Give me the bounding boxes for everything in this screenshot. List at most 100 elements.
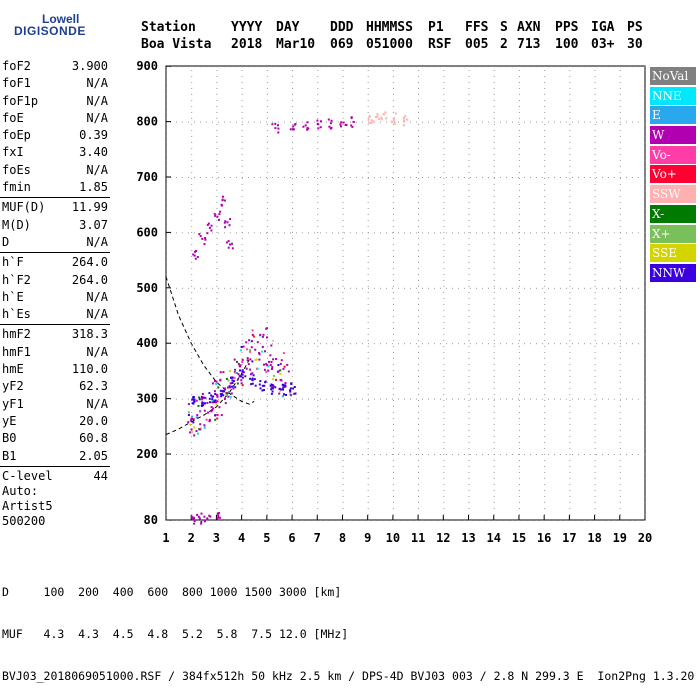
grid-dot bbox=[544, 310, 546, 311]
grid-dot bbox=[292, 376, 294, 377]
grid-dot bbox=[241, 196, 243, 197]
grid-dot bbox=[182, 398, 183, 400]
grid-dot bbox=[518, 82, 520, 83]
grid-dot bbox=[248, 121, 249, 123]
grid-dot bbox=[342, 316, 344, 317]
param-value: 62.3 bbox=[79, 379, 108, 394]
grid-dot bbox=[544, 202, 546, 203]
grid-dot bbox=[569, 364, 571, 365]
grid-dot bbox=[536, 177, 537, 178]
echo-point bbox=[292, 387, 295, 390]
grid-dot bbox=[493, 238, 495, 239]
grid-dot bbox=[367, 364, 369, 365]
grid-dot bbox=[191, 118, 193, 119]
grid-dot bbox=[404, 454, 405, 455]
grid-dot bbox=[428, 287, 429, 289]
echo-point bbox=[193, 516, 196, 519]
grid-dot bbox=[290, 343, 291, 345]
grid-dot bbox=[443, 124, 445, 125]
grid-dot bbox=[418, 70, 420, 71]
grid-dot bbox=[443, 406, 445, 407]
echo-point bbox=[240, 349, 242, 352]
grid-dot bbox=[544, 346, 546, 347]
grid-dot bbox=[182, 287, 183, 289]
echo-point bbox=[222, 394, 225, 397]
grid-dot bbox=[254, 287, 255, 289]
grid-dot bbox=[266, 256, 268, 257]
grid-dot bbox=[594, 250, 596, 251]
grid-dot bbox=[614, 520, 615, 521]
grid-dot bbox=[272, 66, 273, 68]
grid-dot bbox=[418, 358, 420, 359]
grid-dot bbox=[296, 287, 297, 289]
grid-dot bbox=[314, 398, 315, 400]
grid-dot bbox=[367, 382, 369, 383]
grid-dot bbox=[356, 232, 357, 234]
grid-dot bbox=[266, 148, 268, 149]
grid-dot bbox=[584, 343, 585, 345]
grid-dot bbox=[536, 232, 537, 234]
grid-dot bbox=[398, 520, 399, 521]
header-label-iga: IGA bbox=[591, 20, 615, 35]
grid-dot bbox=[342, 184, 344, 185]
grid-dot bbox=[418, 214, 420, 215]
grid-dot bbox=[464, 177, 465, 178]
grid-dot bbox=[518, 496, 520, 497]
grid-dot bbox=[216, 496, 218, 497]
grid-dot bbox=[317, 106, 319, 107]
grid-dot bbox=[518, 430, 520, 431]
grid-dot bbox=[191, 220, 193, 221]
grid-dot bbox=[590, 398, 591, 400]
grid-dot bbox=[191, 94, 193, 95]
echo-point bbox=[251, 360, 254, 363]
echo-point bbox=[271, 368, 273, 370]
echo-point bbox=[258, 358, 261, 361]
echo-point bbox=[230, 392, 233, 395]
grid-dot bbox=[544, 100, 546, 101]
grid-dot bbox=[468, 202, 470, 203]
grid-dot bbox=[342, 460, 344, 461]
grid-dot bbox=[367, 202, 369, 203]
grid-dot bbox=[241, 148, 243, 149]
grid-dot bbox=[296, 66, 297, 68]
grid-dot bbox=[302, 343, 303, 345]
echo-point bbox=[242, 371, 245, 374]
grid-dot bbox=[317, 244, 319, 245]
grid-dot bbox=[512, 121, 513, 123]
grid-dot bbox=[614, 398, 615, 400]
grid-dot bbox=[386, 343, 387, 345]
echo-point bbox=[216, 417, 219, 420]
grid-dot bbox=[367, 94, 369, 95]
grid-dot bbox=[569, 358, 571, 359]
echo-point bbox=[245, 367, 248, 370]
echo-point bbox=[392, 118, 395, 121]
y-tick-label: 800 bbox=[136, 115, 158, 129]
grid-dot bbox=[524, 398, 525, 400]
grid-dot bbox=[317, 250, 319, 251]
grid-dot bbox=[292, 244, 294, 245]
echo-point bbox=[229, 382, 232, 385]
grid-dot bbox=[191, 502, 193, 503]
param-value: N/A bbox=[86, 76, 108, 91]
echo-point bbox=[263, 363, 265, 366]
grid-dot bbox=[638, 398, 639, 400]
grid-dot bbox=[380, 454, 381, 455]
echo-point bbox=[187, 414, 190, 416]
grid-dot bbox=[292, 406, 294, 407]
grid-dot bbox=[645, 472, 646, 473]
grid-dot bbox=[356, 520, 357, 521]
param-value: N/A bbox=[86, 234, 108, 249]
grid-dot bbox=[518, 460, 520, 461]
grid-dot bbox=[619, 448, 621, 449]
grid-dot bbox=[569, 238, 571, 239]
grid-dot bbox=[594, 178, 596, 179]
grid-dot bbox=[392, 262, 394, 263]
grid-dot bbox=[569, 124, 571, 125]
legend-item-vo: Vo+ bbox=[650, 165, 696, 184]
grid-dot bbox=[200, 520, 201, 521]
echo-point bbox=[191, 517, 194, 520]
grid-dot bbox=[544, 250, 546, 251]
grid-dot bbox=[166, 220, 167, 221]
grid-dot bbox=[292, 94, 294, 95]
grid-dot bbox=[392, 328, 394, 329]
